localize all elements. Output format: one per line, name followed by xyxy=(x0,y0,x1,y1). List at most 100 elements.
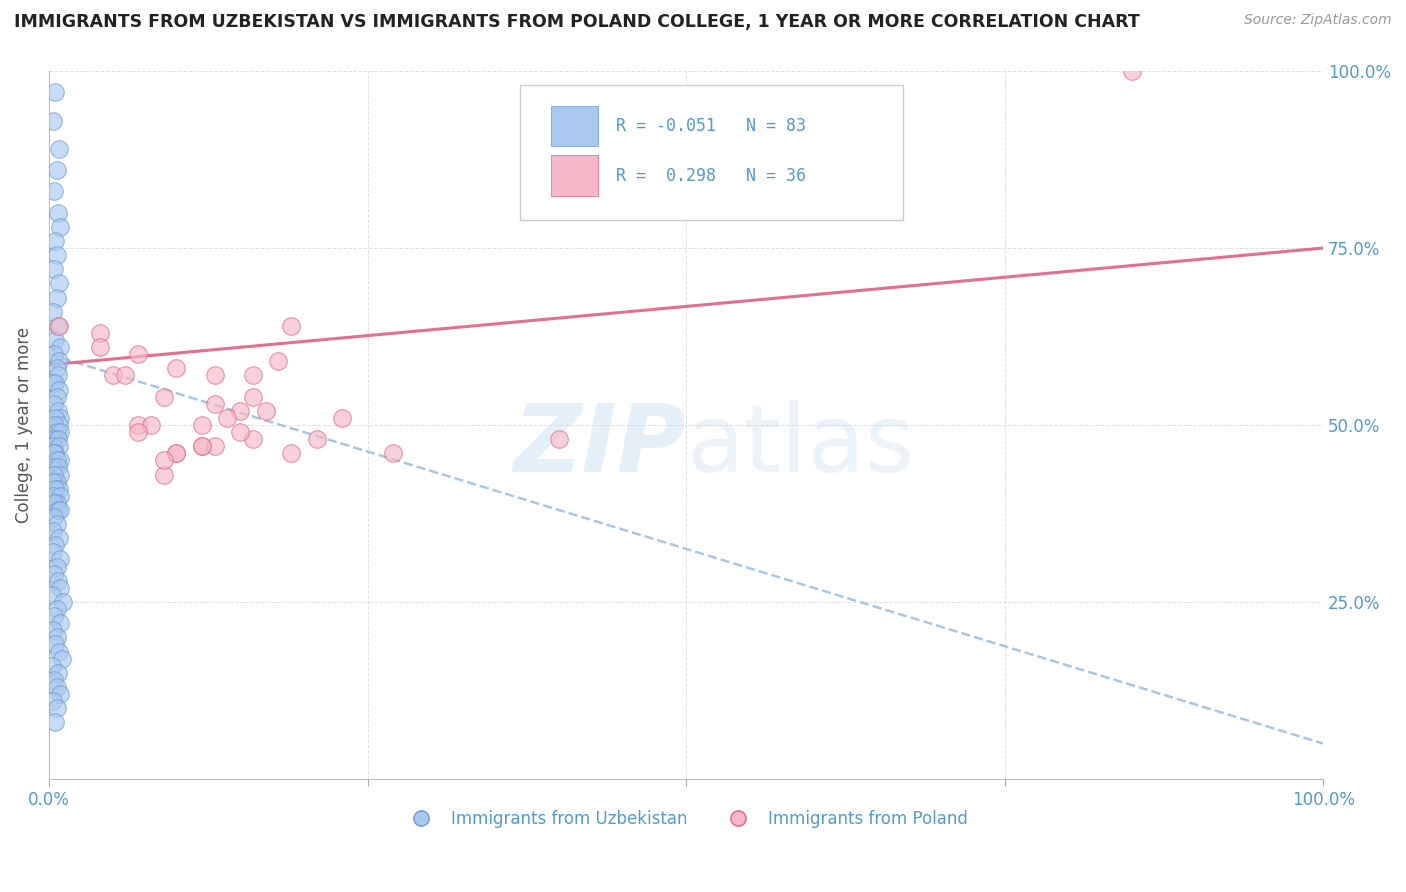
Point xyxy=(44,85,66,99)
Point xyxy=(49,616,72,631)
Point xyxy=(45,496,67,510)
Point xyxy=(49,581,72,595)
Point xyxy=(165,446,187,460)
Point xyxy=(42,432,65,446)
Point xyxy=(44,333,66,347)
Point xyxy=(139,417,162,432)
Point xyxy=(242,368,264,383)
Point xyxy=(42,376,65,390)
Point xyxy=(382,446,405,460)
Point xyxy=(42,694,65,708)
Point xyxy=(49,453,72,467)
Point xyxy=(127,417,149,432)
Point xyxy=(165,446,187,460)
Point xyxy=(101,368,124,383)
Point xyxy=(547,432,569,446)
Point xyxy=(42,113,65,128)
Point xyxy=(46,368,69,383)
Point xyxy=(45,680,67,694)
Point xyxy=(45,291,67,305)
Point xyxy=(42,262,65,277)
Point xyxy=(45,425,67,439)
FancyBboxPatch shape xyxy=(551,106,598,146)
Point xyxy=(45,559,67,574)
Point xyxy=(42,489,65,503)
Point xyxy=(49,687,72,701)
Point xyxy=(48,439,70,453)
Point xyxy=(152,390,174,404)
Point xyxy=(46,460,69,475)
Text: ZIP: ZIP xyxy=(513,401,686,492)
Point xyxy=(48,277,70,291)
Point xyxy=(42,347,65,361)
Point xyxy=(44,715,66,730)
Point xyxy=(46,404,69,418)
Point xyxy=(46,318,69,333)
Point xyxy=(42,397,65,411)
Point xyxy=(42,566,65,581)
Point xyxy=(42,304,65,318)
Point xyxy=(45,475,67,489)
Point xyxy=(330,411,353,425)
Text: R =  0.298   N = 36: R = 0.298 N = 36 xyxy=(616,167,806,185)
Point xyxy=(44,446,66,460)
Point xyxy=(127,347,149,361)
Point xyxy=(42,510,65,524)
Point xyxy=(49,503,72,517)
Point xyxy=(45,517,67,532)
Point xyxy=(44,376,66,390)
Point xyxy=(45,390,67,404)
Point xyxy=(242,390,264,404)
Point xyxy=(48,531,70,545)
Point xyxy=(191,417,214,432)
Point xyxy=(49,467,72,482)
Text: IMMIGRANTS FROM UZBEKISTAN VS IMMIGRANTS FROM POLAND COLLEGE, 1 YEAR OR MORE COR: IMMIGRANTS FROM UZBEKISTAN VS IMMIGRANTS… xyxy=(14,13,1140,31)
Point xyxy=(48,482,70,496)
Point xyxy=(49,411,72,425)
Point xyxy=(45,453,67,467)
Point xyxy=(204,397,226,411)
Point xyxy=(42,467,65,482)
Point xyxy=(229,425,252,439)
FancyBboxPatch shape xyxy=(520,86,903,219)
Point xyxy=(254,404,277,418)
Point xyxy=(48,318,70,333)
Point xyxy=(191,439,214,453)
Point xyxy=(204,439,226,453)
Point xyxy=(45,163,67,178)
Point xyxy=(204,368,226,383)
Point xyxy=(42,475,65,489)
Point xyxy=(52,595,75,609)
Y-axis label: College, 1 year or more: College, 1 year or more xyxy=(15,327,32,523)
Point xyxy=(1121,64,1143,78)
Point xyxy=(46,503,69,517)
Point xyxy=(48,383,70,397)
Point xyxy=(42,545,65,559)
Point xyxy=(49,425,72,439)
Text: R = -0.051   N = 83: R = -0.051 N = 83 xyxy=(616,117,806,136)
Point xyxy=(127,425,149,439)
Point xyxy=(46,432,69,446)
Point xyxy=(42,185,65,199)
Legend: Immigrants from Uzbekistan, Immigrants from Poland: Immigrants from Uzbekistan, Immigrants f… xyxy=(398,803,974,834)
Point xyxy=(242,432,264,446)
Point xyxy=(42,496,65,510)
Point xyxy=(49,552,72,566)
Point xyxy=(89,326,111,340)
Point xyxy=(45,248,67,262)
Point xyxy=(49,219,72,234)
Point xyxy=(42,439,65,453)
Point xyxy=(44,482,66,496)
Point xyxy=(217,411,239,425)
Point xyxy=(44,234,66,248)
Point xyxy=(42,673,65,687)
Point xyxy=(48,142,70,156)
Text: atlas: atlas xyxy=(686,401,914,492)
Point xyxy=(267,354,290,368)
Point xyxy=(51,651,73,665)
Point xyxy=(46,665,69,680)
Point xyxy=(280,446,302,460)
Point xyxy=(305,432,328,446)
Point xyxy=(45,631,67,645)
Point xyxy=(48,354,70,368)
